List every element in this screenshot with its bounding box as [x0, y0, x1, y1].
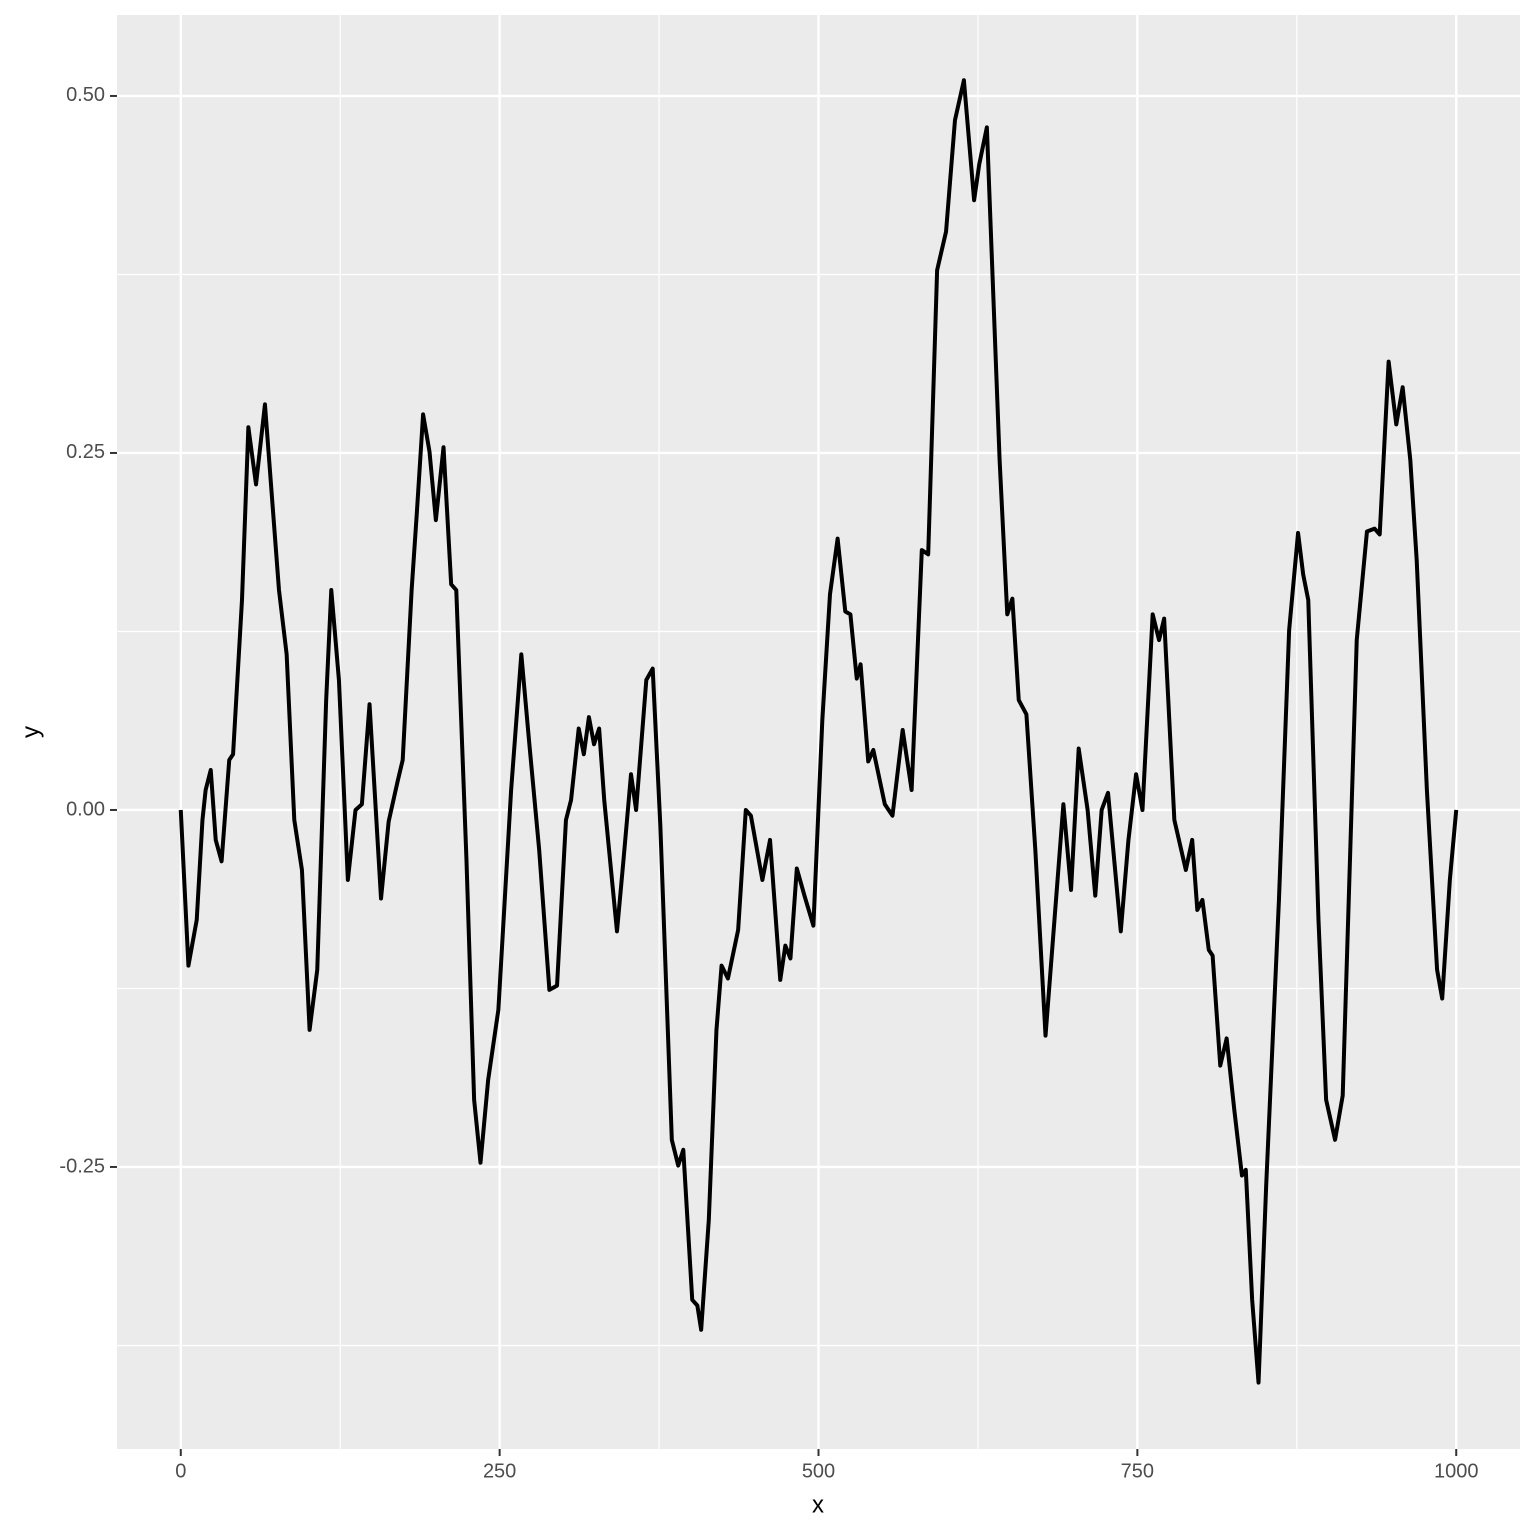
y-tick-label: -0.25: [59, 1155, 105, 1177]
x-axis-title: x: [812, 1491, 824, 1518]
y-axis-title: y: [17, 726, 44, 738]
x-tick-label: 1000: [1434, 1460, 1479, 1482]
y-tick-label: 0.50: [66, 84, 105, 106]
x-tick-label: 500: [802, 1460, 835, 1482]
y-tick-label: 0.00: [66, 798, 105, 820]
data-line: [178, 78, 1459, 1385]
x-tick-label: 0: [175, 1460, 186, 1482]
x-tick-label: 750: [1121, 1460, 1154, 1482]
x-tick-label: 250: [483, 1460, 516, 1482]
y-tick-label: 0.25: [66, 441, 105, 463]
